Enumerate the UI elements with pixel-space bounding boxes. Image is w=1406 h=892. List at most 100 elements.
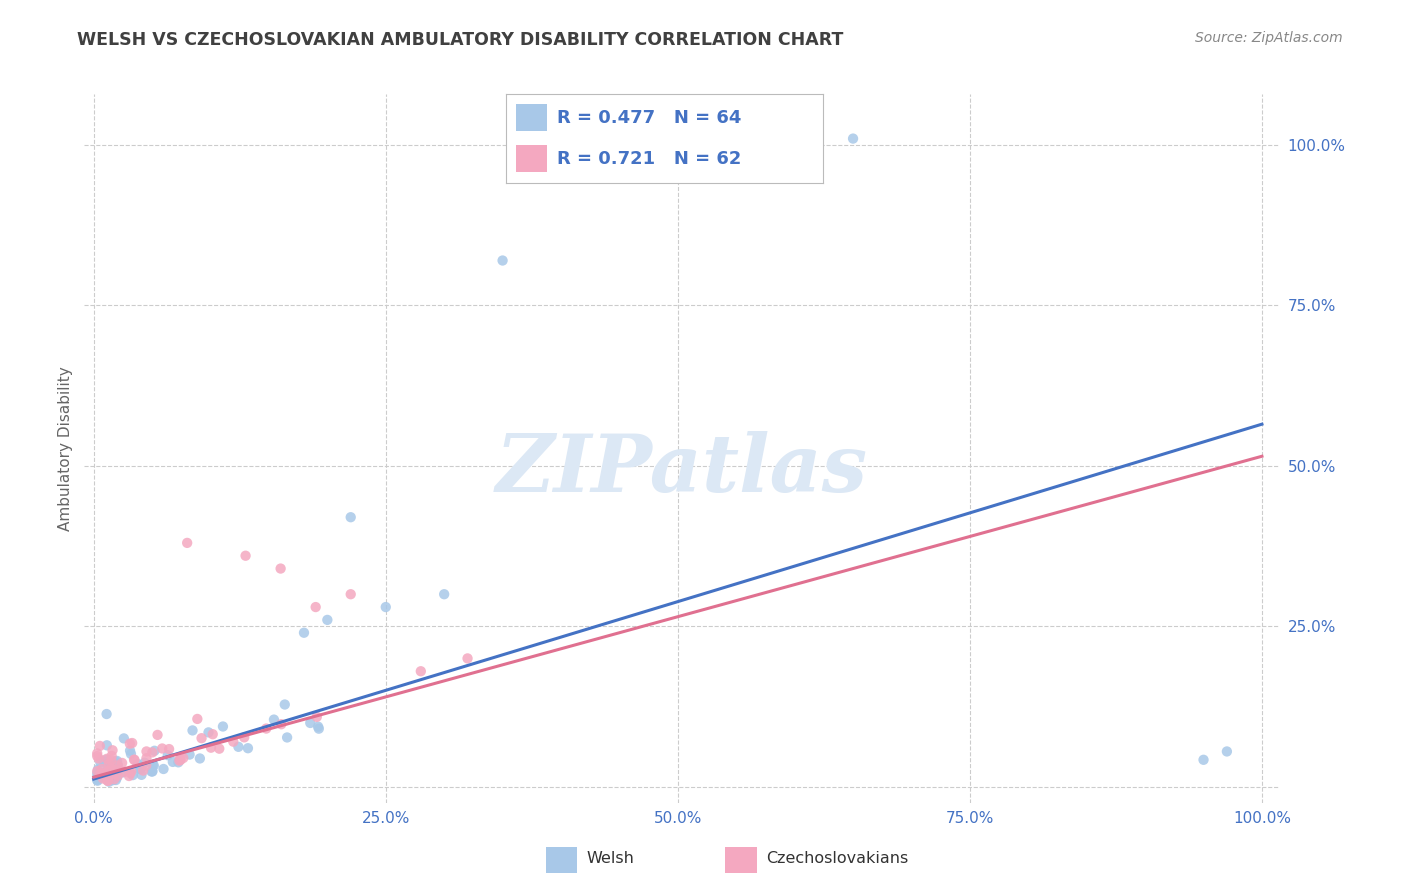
Text: Czechoslovakians: Czechoslovakians: [766, 851, 908, 866]
Point: [93, 754, 115, 768]
Point: [254, 722, 277, 736]
Point: [121, 736, 143, 750]
Point: [141, 764, 163, 779]
Point: [132, 764, 155, 778]
Point: [104, 755, 127, 769]
Text: WELSH VS CZECHOSLOVAKIAN AMBULATORY DISABILITY CORRELATION CHART: WELSH VS CZECHOSLOVAKIAN AMBULATORY DISA…: [77, 31, 844, 49]
Point: [208, 741, 231, 756]
Bar: [546, 847, 576, 872]
Point: [86, 747, 108, 761]
Point: [89, 755, 111, 769]
Point: [409, 665, 432, 679]
Point: [152, 762, 174, 776]
Point: [276, 731, 298, 745]
Point: [96, 773, 118, 788]
Point: [169, 751, 191, 765]
Point: [135, 751, 157, 765]
Point: [146, 728, 169, 742]
Point: [299, 715, 322, 730]
Point: [104, 763, 127, 777]
Point: [142, 758, 165, 772]
Point: [105, 754, 128, 768]
Point: [228, 739, 250, 754]
Point: [308, 722, 330, 736]
Point: [122, 753, 145, 767]
Point: [104, 772, 127, 787]
Point: [374, 600, 396, 615]
Text: ZIPatlas: ZIPatlas: [496, 431, 868, 508]
Point: [270, 717, 292, 731]
Point: [129, 762, 152, 776]
Point: [157, 742, 180, 756]
Point: [270, 561, 292, 575]
Point: [112, 731, 135, 746]
Point: [100, 753, 122, 767]
Point: [197, 725, 219, 739]
Point: [141, 746, 163, 760]
Point: [200, 740, 222, 755]
Point: [111, 764, 134, 779]
Point: [169, 754, 191, 768]
Point: [86, 764, 108, 779]
Point: [121, 768, 143, 782]
Point: [134, 756, 156, 770]
Point: [100, 748, 122, 763]
Bar: [516, 145, 547, 172]
Point: [97, 764, 120, 778]
Point: [842, 131, 865, 145]
Point: [101, 773, 124, 788]
Point: [143, 744, 166, 758]
Point: [263, 713, 285, 727]
Point: [90, 762, 112, 776]
Point: [274, 698, 297, 712]
Point: [186, 712, 208, 726]
Point: [118, 769, 141, 783]
Point: [339, 587, 361, 601]
Point: [93, 771, 115, 785]
Point: [86, 749, 108, 764]
Point: [107, 758, 129, 772]
Bar: [516, 104, 547, 131]
Point: [97, 773, 120, 788]
Point: [491, 253, 513, 268]
Point: [212, 719, 235, 733]
Point: [86, 773, 108, 788]
Point: [129, 762, 152, 776]
Point: [156, 748, 179, 763]
Text: R = 0.477   N = 64: R = 0.477 N = 64: [557, 109, 741, 127]
Point: [111, 756, 134, 770]
Point: [91, 772, 114, 786]
Point: [103, 772, 125, 787]
Point: [457, 651, 479, 665]
Text: R = 0.721   N = 62: R = 0.721 N = 62: [557, 150, 741, 168]
Point: [316, 613, 339, 627]
Point: [107, 757, 129, 772]
Point: [89, 766, 111, 780]
Point: [93, 769, 115, 783]
Point: [120, 764, 142, 779]
Point: [235, 549, 257, 563]
Point: [181, 723, 204, 738]
Point: [107, 769, 129, 783]
Point: [94, 756, 117, 770]
Point: [433, 587, 456, 601]
Point: [150, 741, 173, 756]
Point: [101, 743, 124, 757]
Point: [201, 727, 224, 741]
Point: [222, 734, 245, 748]
Point: [96, 739, 118, 753]
Point: [86, 770, 108, 784]
Y-axis label: Ambulatory Disability: Ambulatory Disability: [58, 366, 73, 531]
Point: [97, 760, 120, 774]
Bar: [725, 847, 756, 872]
Point: [188, 751, 211, 765]
Point: [1192, 753, 1215, 767]
Point: [86, 772, 108, 787]
Point: [162, 755, 184, 769]
Point: [87, 751, 110, 765]
Point: [292, 625, 315, 640]
Point: [172, 751, 194, 765]
Point: [96, 753, 118, 767]
Point: [96, 706, 118, 721]
Point: [93, 766, 115, 780]
